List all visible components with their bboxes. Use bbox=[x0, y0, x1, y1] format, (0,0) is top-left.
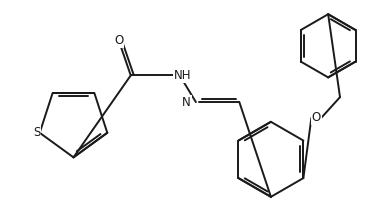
Text: NH: NH bbox=[174, 69, 192, 82]
Text: N: N bbox=[182, 96, 191, 109]
Text: O: O bbox=[312, 111, 321, 124]
Text: S: S bbox=[33, 126, 40, 139]
Text: O: O bbox=[114, 34, 123, 47]
